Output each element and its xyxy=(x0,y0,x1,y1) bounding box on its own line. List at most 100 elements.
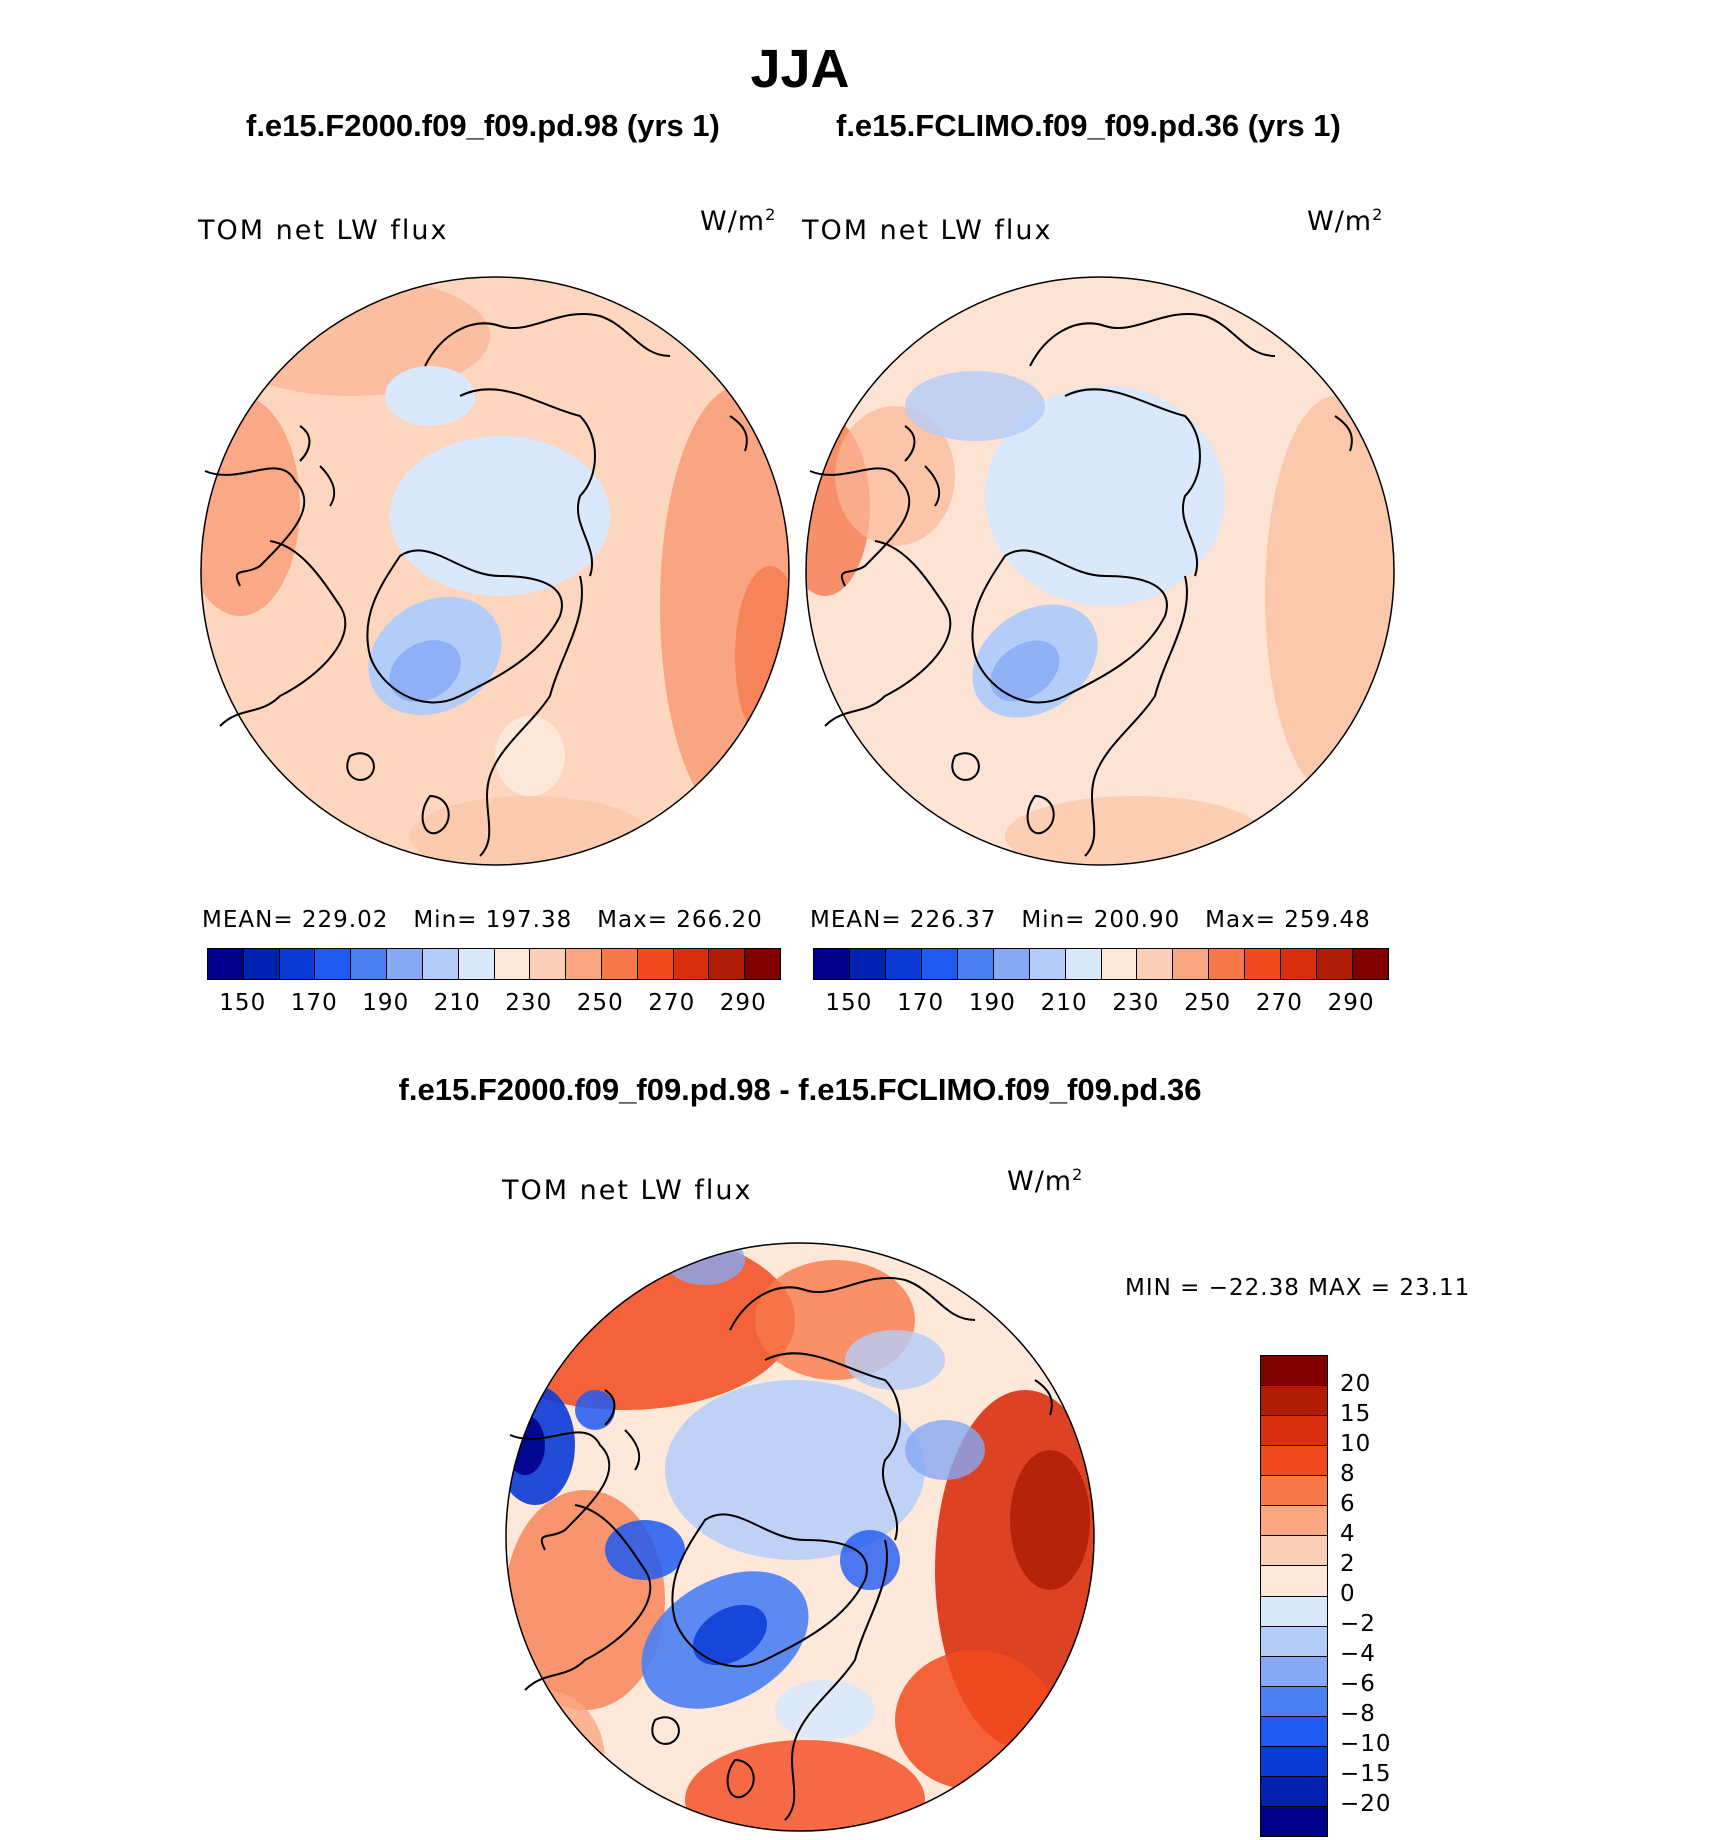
panel1-colorbar-swatch xyxy=(530,949,567,979)
panel1-colorbar-swatch xyxy=(566,949,602,979)
panel2-colorbar-swatch xyxy=(1281,949,1318,979)
panel2-colorbar-tick-label: 270 xyxy=(1255,990,1303,1016)
diff-colorbar-swatch xyxy=(1261,1446,1327,1477)
diff-colorbar-swatch xyxy=(1261,1566,1327,1597)
diff-colorbar-swatch xyxy=(1261,1656,1327,1687)
panel1-colorbar-swatch xyxy=(458,949,495,979)
diff-colorbar-swatch xyxy=(1261,1386,1327,1417)
diff-colorbar-tick-label: 2 xyxy=(1340,1551,1356,1577)
panel1-colorbar-swatch xyxy=(351,949,388,979)
panel2-max-value: 259.48 xyxy=(1284,907,1371,933)
diff-colorbar xyxy=(1260,1355,1328,1837)
panel1-colorbar-tick-label: 270 xyxy=(648,990,696,1016)
panel2-warm-region-east xyxy=(1265,396,1394,796)
panel1-colorbar-swatch xyxy=(243,949,280,979)
panel2-mean-value: 226.37 xyxy=(909,907,997,933)
panel2-colorbar-swatch xyxy=(957,949,994,979)
panel1-units-label: W/m2 xyxy=(700,205,777,237)
diff-minmax-text: MIN = −22.38 MAX = 23.11 xyxy=(1125,1275,1471,1301)
panel2-colorbar-swatch xyxy=(849,949,886,979)
panel1-colorbar-tick-label: 210 xyxy=(433,990,481,1016)
panel1-max-value: 266.20 xyxy=(676,907,763,933)
panel1-colorbar-swatch xyxy=(673,949,710,979)
diff-colorbar-tick-label: −15 xyxy=(1340,1761,1392,1787)
panel2-colorbar-swatch xyxy=(921,949,958,979)
diff-title: f.e15.F2000.f09_f09.pd.98 - f.e15.FCLIMO… xyxy=(398,1072,1202,1107)
panel1-min-value: 197.38 xyxy=(485,907,573,933)
panel1-variable-label: TOM net LW flux xyxy=(198,215,449,246)
panel2-colorbar-swatch xyxy=(885,949,922,979)
panel2-colorbar-swatch xyxy=(1245,949,1282,979)
panel1-colorbar-swatch xyxy=(387,949,423,979)
panel1-coastlines xyxy=(204,313,748,857)
panel2-colorbar-swatch xyxy=(1173,949,1210,979)
panel1-colorbar-swatch xyxy=(709,949,746,979)
panel1-colorbar-ticks: 150 170 190 210 230 250 270 290 xyxy=(207,990,779,1020)
diff-colorbar-swatch xyxy=(1261,1536,1327,1567)
diff-colorbar-swatch xyxy=(1261,1356,1327,1387)
diff-colorbar-ticks: 20 15 10 8 6 4 2 0 −2 −4 −6 −8 −10 −15 −20 xyxy=(1340,1355,1420,1835)
panel2-colorbar-tick-label: 290 xyxy=(1327,990,1375,1016)
panel1-colorbar-tick-label: 230 xyxy=(505,990,553,1016)
panel2-polar-map xyxy=(805,276,1395,866)
diff-colorbar-tick-label: 8 xyxy=(1340,1461,1356,1487)
panel2-colorbar-swatch xyxy=(1353,949,1388,979)
diff-colorbar-swatch xyxy=(1261,1686,1327,1717)
diff-colorbar-tick-label: −20 xyxy=(1340,1791,1392,1817)
panel2-colorbar-swatch xyxy=(1137,949,1174,979)
diff-colorbar-tick-label: 4 xyxy=(1340,1521,1356,1547)
panel1-case-title: f.e15.F2000.f09_f09.pd.98 (yrs 1) xyxy=(246,108,720,143)
panel2-colorbar-tick-label: 170 xyxy=(897,990,945,1016)
panel2-colorbar xyxy=(813,948,1389,980)
panel2-arctic-cool-region xyxy=(985,386,1225,606)
diff-colorbar-tick-label: 15 xyxy=(1340,1401,1372,1427)
panel2-colorbar-swatch xyxy=(1101,949,1138,979)
diff-colorbar-swatch xyxy=(1261,1776,1327,1807)
main-title: JJA xyxy=(750,39,850,99)
panel2-colorbar-tick-label: 230 xyxy=(1112,990,1160,1016)
diff-colorbar-tick-label: −4 xyxy=(1340,1641,1376,1667)
panel1-warm-region-west xyxy=(201,396,300,616)
panel2-stats: MEAN= 226.37 Min= 200.90 Max= 259.48 xyxy=(810,907,1371,933)
panel1-colorbar-tick-label: 190 xyxy=(362,990,410,1016)
diff-colorbar-swatch xyxy=(1261,1596,1327,1627)
panel1-stats: MEAN= 229.02 Min= 197.38 Max= 266.20 xyxy=(202,907,763,933)
diff-coastlines xyxy=(509,1277,1053,1821)
panel2-min-value: 200.90 xyxy=(1093,907,1181,933)
panel1-polar-map xyxy=(200,276,790,866)
diff-colorbar-tick-label: −10 xyxy=(1340,1731,1392,1757)
diff-units-label: W/m2 xyxy=(1007,1165,1084,1197)
panel1-colorbar-swatch xyxy=(601,949,638,979)
panel1-colorbar-swatch xyxy=(637,949,674,979)
panel1-colorbar-swatch xyxy=(422,949,459,979)
diff-colorbar-tick-label: 10 xyxy=(1340,1431,1372,1457)
diff-colorbar-swatch xyxy=(1261,1416,1327,1447)
diff-colorbar-swatch xyxy=(1261,1716,1327,1747)
panel1-colorbar-tick-label: 170 xyxy=(290,990,338,1016)
panel2-colorbar-ticks: 150 170 190 210 230 250 270 290 xyxy=(813,990,1387,1020)
panel2-case-title: f.e15.FCLIMO.f09_f09.pd.36 (yrs 1) xyxy=(836,108,1341,143)
diff-colorbar-swatch xyxy=(1261,1476,1327,1507)
panel1-colorbar-tick-label: 290 xyxy=(719,990,767,1016)
diff-colorbar-tick-label: 0 xyxy=(1340,1581,1356,1607)
panel1-colorbar-swatch xyxy=(494,949,531,979)
diff-colorbar-swatch xyxy=(1261,1626,1327,1657)
diff-colorbar-tick-label: −6 xyxy=(1340,1671,1376,1697)
panel1-colorbar-swatch xyxy=(315,949,352,979)
diff-variable-label: TOM net LW flux xyxy=(502,1175,753,1206)
panel2-colorbar-swatch xyxy=(814,949,850,979)
panel1-colorbar-swatch xyxy=(208,949,244,979)
panel1-mean-value: 229.02 xyxy=(301,907,389,933)
panel2-colorbar-swatch xyxy=(1209,949,1246,979)
panel2-colorbar-swatch xyxy=(1065,949,1102,979)
diff-polar-map xyxy=(505,1242,1095,1832)
panel2-colorbar-tick-label: 190 xyxy=(968,990,1016,1016)
panel2-colorbar-tick-label: 250 xyxy=(1184,990,1232,1016)
panel2-colorbar-swatch xyxy=(1029,949,1066,979)
panel2-colorbar-tick-label: 150 xyxy=(825,990,873,1016)
panel1-colorbar-tick-label: 250 xyxy=(576,990,624,1016)
diff-colorbar-tick-label: 20 xyxy=(1340,1371,1372,1397)
diff-colorbar-tick-label: −2 xyxy=(1340,1611,1376,1637)
panel1-colorbar-swatch xyxy=(745,949,780,979)
diff-colorbar-swatch xyxy=(1261,1506,1327,1537)
